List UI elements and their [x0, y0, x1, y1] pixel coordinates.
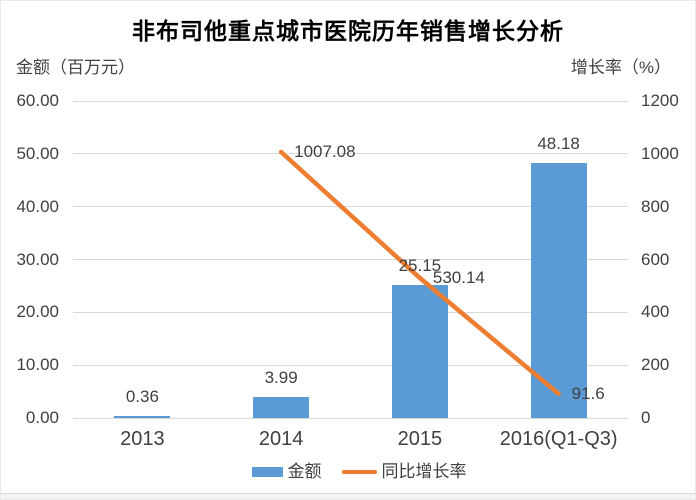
- legend-amount-label: 金额: [287, 462, 322, 481]
- amount-bar: [391, 285, 448, 418]
- left-axis-tick-label: 40.00: [16, 196, 59, 216]
- right-axis-tick-label: 200: [641, 355, 670, 375]
- amount-bar: [530, 163, 587, 418]
- right-axis-tick-label: 1200: [641, 91, 679, 110]
- category-label: 2016(Q1-Q3): [499, 428, 618, 450]
- right-axis-tick-label: 600: [641, 249, 670, 269]
- category-label: 2014: [258, 428, 304, 450]
- left-axis-tick-label: 60.00: [16, 91, 59, 110]
- left-axis-tick-label: 50.00: [16, 143, 59, 163]
- growth-value-label: 530.14: [432, 267, 485, 287]
- left-axis-tick-label: 0.00: [25, 408, 59, 427]
- legend-growth-label: 同比增长率: [381, 462, 467, 481]
- right-axis-tick-label: 800: [641, 196, 670, 216]
- growth-value-label: 1007.08: [294, 141, 356, 161]
- amount-bar: [253, 396, 310, 418]
- right-axis-tick-label: 1000: [641, 143, 679, 163]
- chart-legend: 金额 同比增长率: [1, 462, 695, 482]
- gridline: [73, 100, 628, 102]
- page-background-strip: [1, 494, 695, 499]
- left-axis-tick-label: 20.00: [16, 302, 59, 322]
- right-axis-tick-label: 400: [641, 302, 670, 322]
- left-axis-tick-label: 30.00: [16, 249, 59, 269]
- bar-value-label: 25.15: [398, 256, 442, 276]
- growth-value-label: 91.6: [571, 383, 605, 403]
- bottom-divider: [1, 493, 695, 494]
- category-label: 2013: [120, 428, 165, 450]
- legend-amount-swatch: [251, 467, 283, 477]
- left-axis-title: 金额（百万元）: [16, 58, 135, 77]
- legend-growth-swatch: [341, 470, 377, 474]
- chart-title: 非布司他重点城市医院历年销售增长分析: [132, 18, 564, 44]
- bar-value-label: 48.18: [537, 134, 580, 154]
- amount-bar: [114, 416, 171, 418]
- right-axis-title: 增长率（%）: [570, 58, 671, 77]
- gridline: [73, 417, 628, 419]
- right-axis-tick-label: 0: [641, 408, 651, 427]
- bar-value-label: 0.36: [125, 387, 159, 407]
- bar-value-label: 3.99: [264, 367, 298, 387]
- category-label: 2015: [397, 428, 443, 450]
- left-axis-tick-label: 10.00: [16, 355, 59, 375]
